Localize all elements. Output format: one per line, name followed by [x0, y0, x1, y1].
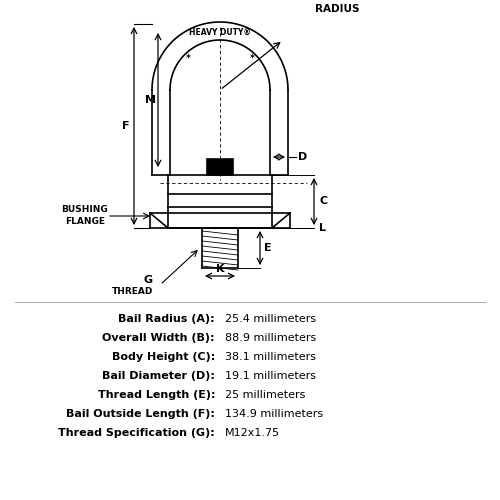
Text: 19.1 millimeters: 19.1 millimeters	[225, 371, 316, 381]
Text: Thread Specification (G):: Thread Specification (G):	[58, 428, 215, 438]
Text: BUSHING: BUSHING	[62, 206, 108, 214]
Text: G: G	[144, 275, 153, 285]
Text: L: L	[319, 223, 326, 233]
Text: RADIUS: RADIUS	[315, 4, 360, 14]
Text: 38.1 millimeters: 38.1 millimeters	[225, 352, 316, 362]
Text: F: F	[122, 121, 130, 131]
Text: HEAVY DUTY®: HEAVY DUTY®	[189, 28, 251, 36]
Text: D: D	[298, 152, 307, 162]
Text: 88.9 millimeters: 88.9 millimeters	[225, 333, 316, 343]
Text: K: K	[216, 264, 224, 274]
Bar	[207, 159, 233, 175]
Text: 25.4 millimeters: 25.4 millimeters	[225, 314, 316, 324]
Text: ✶: ✶	[248, 52, 256, 62]
Text: Bail Outside Length (F):: Bail Outside Length (F):	[66, 409, 215, 419]
Text: FLANGE: FLANGE	[65, 218, 105, 226]
Text: THREAD: THREAD	[112, 288, 153, 296]
Text: Overall Width (B):: Overall Width (B):	[102, 333, 215, 343]
Text: 25 millimeters: 25 millimeters	[225, 390, 306, 400]
Text: M12x1.75: M12x1.75	[225, 428, 280, 438]
Text: E: E	[264, 243, 272, 253]
Text: Bail Diameter (D):: Bail Diameter (D):	[102, 371, 215, 381]
Text: C: C	[319, 196, 327, 206]
Text: Body Height (C):: Body Height (C):	[112, 352, 215, 362]
Text: 134.9 millimeters: 134.9 millimeters	[225, 409, 323, 419]
Text: Bail Radius (A):: Bail Radius (A):	[118, 314, 215, 324]
Text: ✶: ✶	[184, 52, 192, 62]
Text: Thread Length (E):: Thread Length (E):	[98, 390, 215, 400]
Text: M: M	[144, 95, 156, 105]
